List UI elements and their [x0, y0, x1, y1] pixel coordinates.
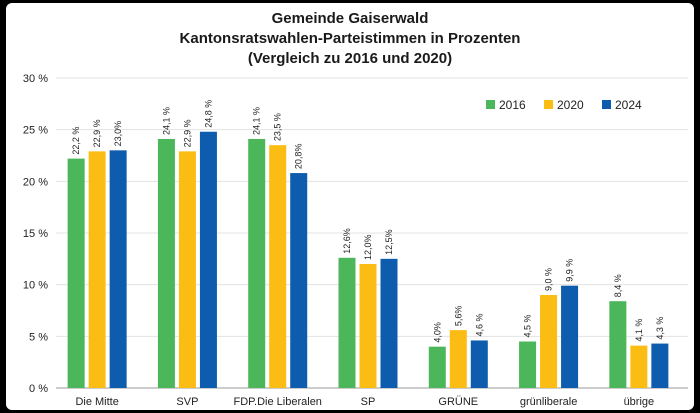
x-category-label: FDP.Die Liberalen — [233, 396, 321, 408]
bar — [428, 346, 446, 388]
data-label: 24,1 % — [252, 107, 262, 135]
chart-title-line-2: Kantonsratswahlen-Parteistimmen in Proze… — [180, 30, 521, 47]
x-category-label: SVP — [176, 396, 198, 408]
y-tick-label: 10 % — [23, 280, 48, 292]
x-category-label: grünliberale — [520, 396, 577, 408]
data-label: 24,8 % — [203, 100, 213, 128]
legend-label: 2020 — [557, 98, 584, 112]
bar — [248, 138, 266, 388]
bar — [290, 173, 308, 388]
bar — [470, 340, 488, 388]
x-category-label: GRÜNE — [438, 396, 478, 408]
data-label: 12,0% — [363, 234, 373, 260]
data-label: 12,5% — [384, 229, 394, 255]
bar — [651, 343, 669, 388]
data-label: 23,5 % — [273, 113, 283, 141]
bar — [380, 258, 398, 388]
bar — [67, 158, 85, 388]
chart-frame: Gemeinde Gaiserwald Kantonsratswahlen-Pa… — [6, 3, 694, 410]
data-label: 9,9 % — [565, 259, 575, 282]
y-tick-label: 15 % — [23, 228, 48, 240]
y-tick-label: 30 % — [23, 73, 48, 85]
bar — [609, 301, 627, 388]
data-label: 24,1 % — [161, 107, 171, 135]
data-label: 12,6% — [342, 228, 352, 254]
x-category-label: übrige — [624, 396, 655, 408]
y-tick-label: 5 % — [29, 331, 48, 343]
data-label: 4,3 % — [655, 317, 665, 340]
data-label: 4,0% — [432, 322, 442, 343]
x-category-label: SP — [361, 396, 376, 408]
data-label: 23,0% — [113, 121, 123, 147]
bar — [157, 138, 175, 388]
chart-title-line-1: Gemeinde Gaiserwald — [272, 10, 429, 27]
bar — [88, 151, 106, 388]
data-label: 4,5 % — [523, 314, 533, 337]
legend-swatch — [486, 100, 495, 109]
legend-label: 2024 — [615, 98, 642, 112]
bar — [519, 341, 537, 388]
bar — [109, 150, 127, 388]
data-label: 22,9 % — [182, 119, 192, 147]
legend-swatch — [544, 100, 553, 109]
data-label: 22,9 % — [92, 119, 102, 147]
x-axis: Die Mitte SVP FDP.Die Liberalen SP GRÜNE grün… — [75, 396, 654, 408]
data-label: 4,1 % — [634, 319, 644, 342]
data-label: 9,0 % — [544, 268, 554, 291]
bar-chart: Gemeinde Gaiserwald Kantonsratswahlen-Pa… — [23, 10, 688, 408]
bar — [359, 264, 377, 388]
data-label: 4,6 % — [474, 313, 484, 336]
data-label: 8,4 % — [613, 274, 623, 297]
data-label: 5,6% — [453, 306, 463, 327]
bar — [630, 345, 648, 388]
bar — [449, 330, 467, 388]
bars: 22,2 % 22,9 % 23,0% 24,1 % 22,9 % 24,8 % 24,1 … — [67, 100, 669, 388]
x-category-label: Die Mitte — [75, 396, 118, 408]
bar — [178, 151, 196, 388]
y-tick-label: 0 % — [29, 383, 48, 395]
y-axis: 0 % 5 % 10 % 15 % 20 % 25 % 30 % — [23, 73, 48, 395]
legend-label: 2016 — [499, 98, 526, 112]
chart-title: Gemeinde Gaiserwald Kantonsratswahlen-Pa… — [180, 10, 521, 67]
y-tick-label: 25 % — [23, 125, 48, 137]
y-tick-label: 20 % — [23, 176, 48, 188]
legend-swatch — [602, 100, 611, 109]
bar — [269, 145, 287, 388]
bar — [199, 131, 217, 388]
bar — [561, 285, 579, 388]
bar — [540, 295, 558, 388]
legend: 2016 2020 2024 — [486, 98, 642, 112]
bar — [338, 257, 356, 388]
data-label: 20,8% — [294, 144, 304, 170]
data-label: 22,2 % — [71, 127, 81, 155]
chart-title-line-3: (Vergleich zu 2016 und 2020) — [248, 50, 452, 67]
